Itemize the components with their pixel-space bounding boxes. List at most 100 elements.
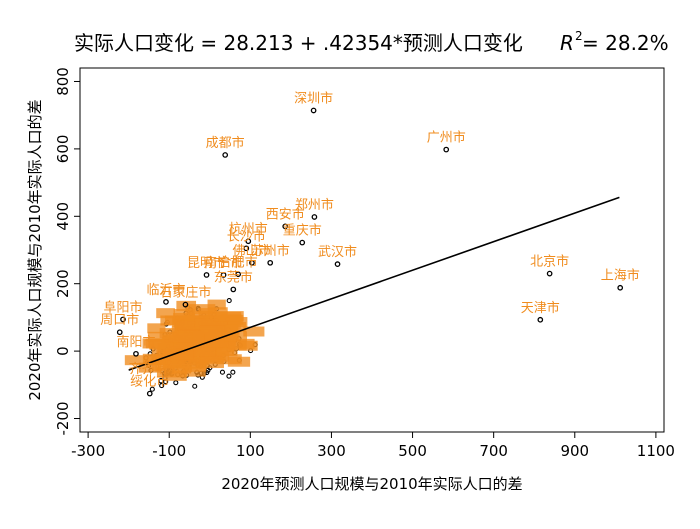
- y-tick-label: 400: [54, 202, 72, 231]
- point-cloud-labels: [124, 299, 265, 381]
- city-point: [282, 223, 289, 230]
- city-point: [226, 373, 232, 379]
- overlapping-city-label-mark: [213, 311, 242, 322]
- y-tick-label: 200: [54, 269, 72, 298]
- city-label: 武汉市: [318, 244, 357, 260]
- y-tick-label: 0: [54, 346, 72, 356]
- city-label: 石家庄市: [159, 285, 211, 301]
- y-axis: -200 0 200 400 600 800: [54, 67, 80, 436]
- city-point: [222, 152, 229, 158]
- overlapping-city-label-mark: [195, 358, 224, 369]
- city-point: [226, 298, 232, 304]
- chart-title-r2-exponent: 2: [575, 29, 583, 43]
- city-point: [334, 261, 341, 268]
- city-label: 齐齐哈尔市: [129, 361, 194, 377]
- city-point: [546, 270, 553, 277]
- y-axis-label: 2020年实际人口规模与2010年实际人口的差: [26, 99, 44, 400]
- overlapping-city-label-mark: [172, 363, 191, 374]
- city-label: 成都市: [206, 135, 245, 151]
- city-label: 杭州市: [229, 221, 268, 237]
- city-label: 佛山市: [232, 243, 271, 259]
- overlapping-city-label-mark: [190, 346, 216, 357]
- overlapping-city-label-mark: [124, 355, 149, 366]
- city-label: 天津市: [521, 300, 560, 316]
- city-point: [146, 390, 153, 397]
- city-label: 昆明市: [187, 255, 226, 271]
- city-label: 重庆市: [283, 223, 322, 239]
- city-point: [537, 316, 544, 323]
- overlapping-city-label-mark: [207, 299, 226, 310]
- city-label: 南宁市: [204, 255, 243, 271]
- city-label: 北京市: [530, 254, 569, 270]
- city-point: [163, 299, 169, 305]
- overlapping-city-label-mark: [224, 338, 255, 349]
- city-label: 长沙市: [227, 228, 266, 244]
- chart-title-formula: 实际人口变化 = 28.213 + .42354*预测人口变化: [74, 31, 523, 55]
- city-label: 临沂市: [146, 282, 185, 298]
- city-label: 南阳市: [116, 334, 155, 350]
- city-point: [182, 301, 189, 308]
- city-label: 阜阳市: [103, 299, 142, 315]
- overlapping-city-label-mark: [177, 320, 196, 331]
- overlapping-city-label-mark: [173, 309, 195, 320]
- overlapping-city-label-mark: [194, 318, 217, 329]
- overlapping-city-label-mark: [200, 351, 219, 362]
- x-axis: -300 -100 100 300 500 700 900 1100: [71, 432, 675, 460]
- city-point: [120, 316, 126, 323]
- city-point: [267, 259, 274, 266]
- x-tick-label: 900: [560, 442, 589, 460]
- city-label: 深圳市: [294, 90, 333, 106]
- overlapping-city-label-mark: [147, 331, 171, 342]
- overlapping-city-label-mark: [164, 370, 187, 381]
- city-label: 苏州市: [251, 243, 290, 259]
- city-label: 绥化市: [130, 374, 169, 390]
- city-point: [230, 286, 237, 293]
- city-point: [249, 259, 255, 266]
- x-tick-label: 300: [317, 442, 346, 460]
- city-point: [133, 350, 139, 357]
- y-tick-label: -200: [54, 401, 72, 435]
- overlapping-city-label-mark: [204, 333, 225, 344]
- chart-title-r2-symbol: R: [560, 31, 574, 55]
- city-point: [245, 238, 252, 245]
- city-point: [149, 386, 155, 392]
- city-point: [116, 329, 123, 336]
- overlapping-city-label-mark: [216, 346, 238, 357]
- city-point: [220, 272, 227, 278]
- x-axis-label: 2020年预测人口规模与2010年实际人口的差: [221, 475, 522, 493]
- plot-frame: [79, 67, 665, 433]
- city-label: 广州市: [427, 130, 466, 146]
- city-point: [617, 284, 624, 291]
- city-point: [243, 245, 250, 252]
- city-point: [311, 214, 318, 220]
- overlapping-city-label-mark: [142, 353, 168, 364]
- x-tick-label: 100: [236, 442, 265, 460]
- x-tick-label: -300: [71, 442, 105, 460]
- y-tick-label: 800: [54, 67, 72, 96]
- overlapping-city-label-mark: [184, 338, 210, 349]
- city-point: [235, 271, 242, 278]
- regression-line-group: [128, 196, 620, 371]
- regression-line: [128, 196, 620, 371]
- chart-title-r2-value: = 28.2%: [582, 31, 669, 55]
- chart-title: 实际人口变化 = 28.213 + .42354*预测人口变化 R 2 = 28…: [74, 29, 669, 55]
- city-label: 东莞市: [214, 269, 253, 285]
- overlapping-city-label-mark: [217, 331, 248, 342]
- x-tick-label: 500: [398, 442, 427, 460]
- city-label: 西安市: [266, 206, 305, 222]
- overlapping-city-label-mark: [169, 332, 193, 343]
- city-point: [203, 272, 210, 278]
- overlapping-city-label-mark: [184, 366, 206, 377]
- city-point: [158, 377, 164, 384]
- y-tick-label: 600: [54, 135, 72, 164]
- x-tick-label: -100: [152, 442, 186, 460]
- x-tick-label: 1100: [637, 442, 675, 460]
- overlapping-city-label-mark: [138, 362, 162, 373]
- overlapping-city-label-mark: [199, 325, 225, 336]
- city-label: 郑州市: [295, 197, 334, 213]
- labeled-points: [116, 107, 624, 397]
- overlapping-city-label-mark: [243, 326, 265, 337]
- city-point: [219, 369, 226, 375]
